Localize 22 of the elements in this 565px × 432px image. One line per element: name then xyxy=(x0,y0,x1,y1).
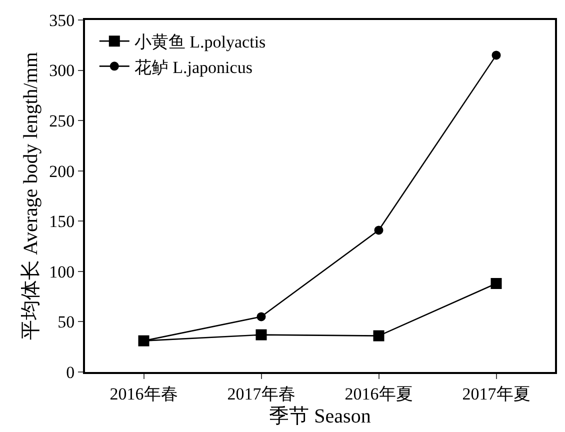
point xyxy=(256,312,266,322)
y-tick-label: 0 xyxy=(66,362,75,382)
y-tick-label: 150 xyxy=(49,212,75,232)
point xyxy=(256,329,267,340)
point xyxy=(374,226,384,235)
y-tick-label: 200 xyxy=(49,162,75,181)
x-axis-title: 季节 Season xyxy=(269,405,371,428)
x-tick-label: 2017年春 xyxy=(227,384,296,404)
x-tick-label: 2017年夏 xyxy=(462,384,530,404)
y-tick-label: 350 xyxy=(49,10,75,30)
point xyxy=(490,278,502,289)
y-tick-label: 50 xyxy=(58,312,75,332)
y-axis-title: 平均体长 Average body length/mm xyxy=(20,52,42,340)
point xyxy=(492,50,501,60)
legend-label: 花鲈 L.japonicus xyxy=(134,58,252,77)
point xyxy=(373,330,384,342)
y-tick-label: 250 xyxy=(49,112,75,131)
legend-label: 小黄鱼 L.polyactis xyxy=(134,32,266,52)
y-tick-label: 100 xyxy=(49,262,75,282)
x-tick-label: 2016年春 xyxy=(110,384,178,404)
y-tick-label: 300 xyxy=(49,61,75,80)
x-tick-label: 2016年夏 xyxy=(344,384,413,404)
